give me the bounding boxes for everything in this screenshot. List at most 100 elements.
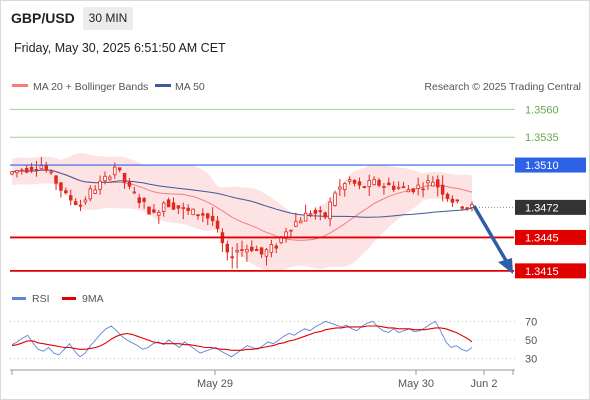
- candle-down: [318, 210, 323, 213]
- legend-rsi-ma-swatch: [62, 297, 76, 300]
- candle: [98, 175, 102, 195]
- bollinger-band: [12, 153, 472, 272]
- candle: [127, 178, 132, 190]
- candle: [210, 207, 215, 227]
- candle-up: [333, 192, 337, 206]
- level-tag-support: [515, 229, 586, 245]
- candle: [318, 206, 323, 221]
- candle-up: [406, 189, 411, 193]
- level-label-support: 1.3445: [525, 232, 559, 244]
- price-levels: 1.3560 1.3535 1.3510 1.3472 1.3445 1.3415: [10, 104, 586, 279]
- candle-down: [401, 186, 406, 189]
- legend: MA 20 + Bollinger Bands MA 50 Research ©…: [12, 81, 581, 93]
- candle-down: [323, 212, 327, 218]
- candle-down: [377, 179, 381, 186]
- candle-down: [435, 179, 440, 188]
- credit-text: Research © 2025 Trading Central: [424, 81, 581, 93]
- candle: [137, 193, 141, 209]
- candle: [93, 185, 97, 195]
- candle: [308, 210, 313, 218]
- ma50-line: [11, 169, 473, 218]
- candle: [196, 214, 200, 220]
- candle-down: [387, 182, 391, 186]
- candle: [391, 181, 396, 193]
- candle-up: [372, 179, 376, 186]
- candle: [10, 171, 14, 176]
- candle-down: [137, 197, 141, 204]
- candle: [411, 188, 416, 195]
- candle: [245, 244, 249, 262]
- candle-down: [171, 202, 176, 210]
- candle: [338, 179, 342, 197]
- candle: [191, 208, 195, 216]
- candle: [431, 176, 435, 187]
- level-tag-pivot: [515, 157, 586, 173]
- candle-down: [142, 198, 146, 202]
- candle-up: [431, 181, 435, 187]
- candle-down: [73, 201, 78, 206]
- timeframe-button[interactable]: 30 MIN: [83, 7, 133, 30]
- candle-down: [465, 207, 469, 210]
- candle-down: [357, 181, 362, 186]
- candle: [406, 185, 411, 193]
- candle-down: [352, 179, 357, 184]
- rsi-tick-label: 70: [525, 316, 537, 328]
- candle-up: [328, 201, 332, 220]
- candle: [15, 170, 19, 178]
- candle-up: [108, 176, 112, 180]
- candle-up: [83, 199, 88, 203]
- candle: [250, 240, 254, 253]
- candle-up: [161, 202, 166, 212]
- candle: [343, 182, 347, 197]
- candle-up: [294, 221, 298, 227]
- candle-down: [445, 193, 450, 199]
- candle-up: [93, 189, 97, 194]
- candle-up: [343, 183, 347, 190]
- candle-down: [64, 190, 68, 194]
- candle: [416, 177, 420, 196]
- candle: [450, 195, 455, 208]
- candle: [34, 161, 39, 177]
- candle: [64, 187, 68, 195]
- x-tick-label: May 29: [197, 378, 233, 390]
- candle-up: [269, 244, 274, 253]
- candle: [333, 190, 337, 207]
- candle: [186, 204, 190, 215]
- candle: [357, 177, 362, 190]
- candle-down: [460, 206, 464, 209]
- candle: [215, 216, 220, 233]
- x-tick-label: May 30: [398, 378, 434, 390]
- candle-down: [20, 169, 24, 172]
- candle-up: [98, 180, 102, 190]
- forecast-arrow-head: [498, 258, 513, 274]
- candle-up: [191, 208, 195, 216]
- candle: [396, 181, 401, 190]
- candle-down: [205, 213, 210, 219]
- candle: [108, 174, 112, 182]
- forecast-arrow: [472, 205, 513, 274]
- candle-up: [132, 191, 137, 194]
- level-label-support: 1.3415: [525, 266, 559, 278]
- candle: [382, 182, 386, 195]
- candle: [20, 167, 24, 175]
- candle-up: [181, 207, 186, 209]
- candle: [73, 198, 78, 206]
- candle: [435, 175, 440, 197]
- candle: [157, 209, 161, 224]
- candle-down: [259, 247, 264, 255]
- candle: [269, 239, 274, 258]
- level-label-current: 1.3472: [525, 202, 559, 214]
- forecast-arrow-shaft: [472, 205, 510, 265]
- candle-up: [347, 179, 352, 182]
- candle: [470, 201, 474, 212]
- rsi-line: [11, 320, 473, 358]
- candle-down: [122, 172, 127, 183]
- candle: [171, 197, 176, 211]
- candle: [401, 181, 406, 189]
- candle-down: [127, 181, 132, 187]
- candle-down: [210, 215, 215, 222]
- candle: [83, 196, 88, 205]
- candle-up: [416, 184, 420, 189]
- candle: [103, 171, 107, 185]
- candle-down: [455, 199, 460, 202]
